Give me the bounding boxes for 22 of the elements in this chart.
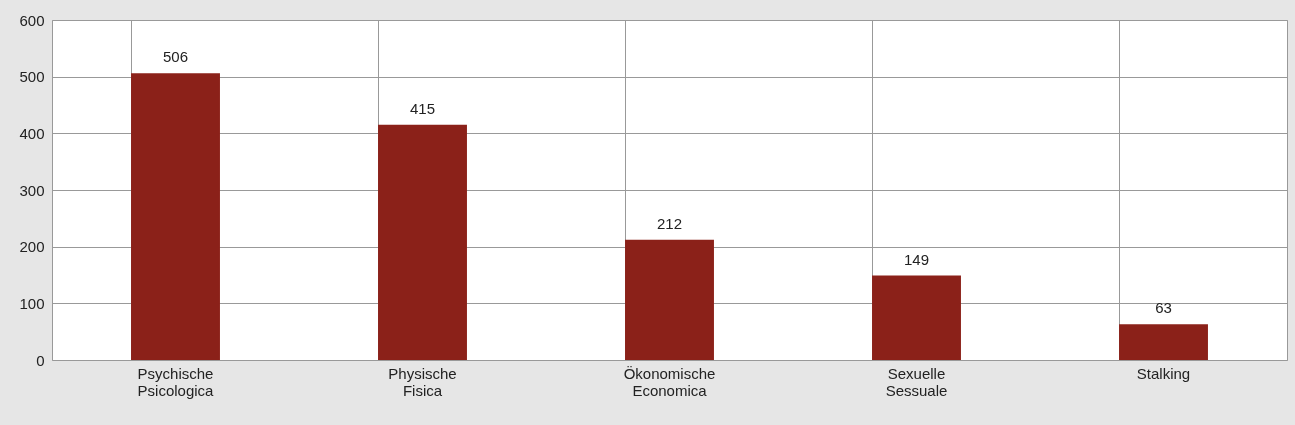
y-tick-label: 200: [19, 238, 45, 256]
x-tick-label: Stalking: [1136, 364, 1191, 382]
bar: [625, 239, 714, 360]
y-tick-label: 600: [19, 11, 45, 29]
y-tick-label: 400: [19, 124, 45, 142]
y-tick-label: 500: [19, 68, 45, 86]
data-label: 506: [162, 48, 189, 66]
data-label: 63: [1155, 299, 1172, 317]
y-tick-label: 0: [36, 351, 45, 369]
bar: [378, 124, 467, 360]
y-tick-label: 100: [19, 294, 45, 312]
x-tick-label: Sexuelle Sessuale: [885, 364, 948, 399]
bar: [872, 275, 961, 360]
x-tick-label: Psychische Psicologica: [137, 364, 215, 399]
x-tick-label: Physische Fisica: [388, 364, 457, 399]
data-label: 415: [409, 99, 436, 117]
bar: [131, 73, 220, 360]
y-tick-label: 300: [19, 181, 45, 199]
x-tick-label: Ökonomische Economica: [623, 364, 716, 399]
bar: [1119, 324, 1208, 360]
data-label: 149: [903, 250, 930, 268]
data-label: 212: [656, 214, 683, 232]
